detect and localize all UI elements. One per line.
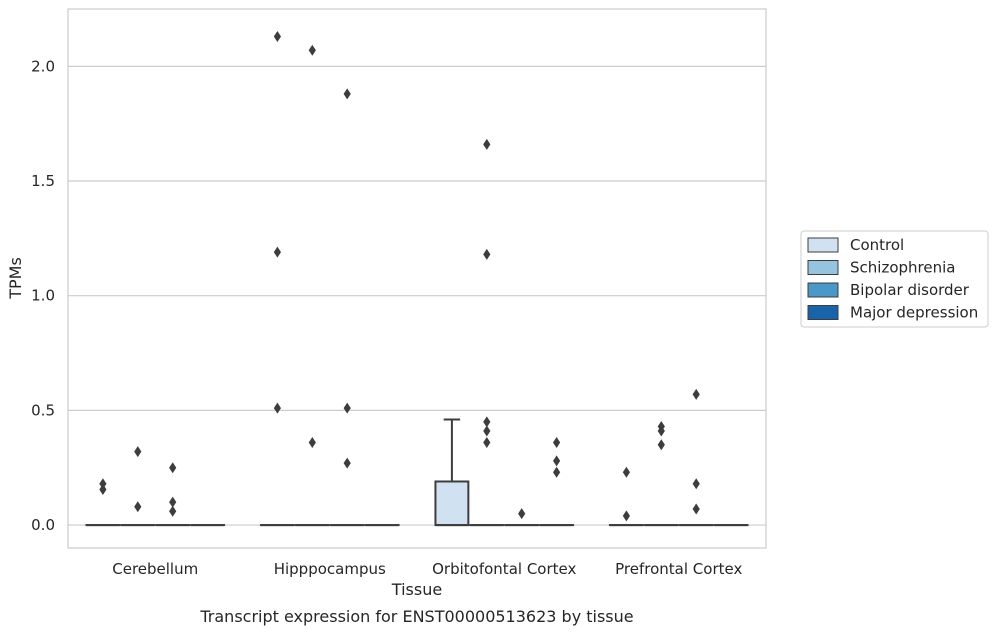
box-body xyxy=(434,480,470,527)
legend-entry-label: Major depression xyxy=(850,304,978,322)
outlier-point xyxy=(657,425,665,437)
outlier-point xyxy=(308,44,316,56)
outlier-point xyxy=(169,505,177,517)
plot-area-frame xyxy=(67,8,767,549)
outlier-point xyxy=(692,503,700,515)
x-tick-label: Hipppocampus xyxy=(274,560,386,578)
y-tick-label: 0.0 xyxy=(31,516,55,534)
legend-swatch xyxy=(807,305,839,320)
outlier-point xyxy=(273,402,281,414)
x-axis-label: Tissue xyxy=(391,580,442,599)
outlier-point xyxy=(273,31,281,43)
outlier-point xyxy=(169,462,177,474)
y-tick-label: 2.0 xyxy=(31,57,55,75)
legend-entry-label: Schizophrenia xyxy=(850,259,955,277)
legend-frame xyxy=(800,230,989,328)
legend-entry-label: Control xyxy=(850,236,904,254)
y-axis-ticks: 0.0 0.5 1.0 1.5 2.0 xyxy=(31,57,55,534)
legend: Control Schizophrenia Bipolar disorder Majo… xyxy=(800,230,989,328)
legend-swatch xyxy=(807,260,839,275)
outlier-point xyxy=(518,508,526,520)
outlier-point xyxy=(692,388,700,400)
outlier-point xyxy=(134,501,142,513)
legend-swatch xyxy=(807,282,839,298)
outlier-point xyxy=(553,436,561,448)
outlier-point xyxy=(622,466,630,478)
outlier-point xyxy=(343,402,351,414)
x-tick-label: Prefrontal Cortex xyxy=(615,560,742,578)
outlier-point xyxy=(657,439,665,451)
outlier-point xyxy=(134,446,142,458)
outlier-point xyxy=(483,425,491,437)
outlier-point xyxy=(692,478,700,490)
chart-caption: Transcript expression for ENST0000051362… xyxy=(199,607,633,626)
y-tick-label: 1.0 xyxy=(31,287,55,305)
outlier-point xyxy=(343,457,351,469)
outlier-point xyxy=(483,436,491,448)
outlier-point xyxy=(553,466,561,478)
y-tick-label: 0.5 xyxy=(31,401,55,419)
outlier-point xyxy=(622,510,630,522)
gridlines xyxy=(68,65,766,526)
outlier-point xyxy=(169,496,177,508)
outlier-point xyxy=(273,246,281,258)
outlier-point xyxy=(483,416,491,428)
y-tick-label: 1.5 xyxy=(31,172,55,190)
outlier-point xyxy=(483,248,491,260)
y-axis-label: TPMs xyxy=(6,257,25,300)
outlier-point xyxy=(99,484,107,496)
x-tick-label: Cerebellum xyxy=(112,560,198,578)
legend-swatch xyxy=(807,237,839,253)
boxes xyxy=(85,418,749,527)
outlier-point xyxy=(553,455,561,467)
x-axis-ticks: Cerebellum Hipppocampus Orbitofontal Corte… xyxy=(112,560,742,578)
x-tick-label: Orbitofontal Cortex xyxy=(432,560,576,578)
legend-entry-label: Bipolar disorder xyxy=(850,281,970,299)
outlier-point xyxy=(343,88,351,100)
outlier-point xyxy=(483,138,491,150)
outlier-point xyxy=(308,436,316,448)
outliers xyxy=(99,31,700,522)
outlier-point xyxy=(99,478,107,490)
